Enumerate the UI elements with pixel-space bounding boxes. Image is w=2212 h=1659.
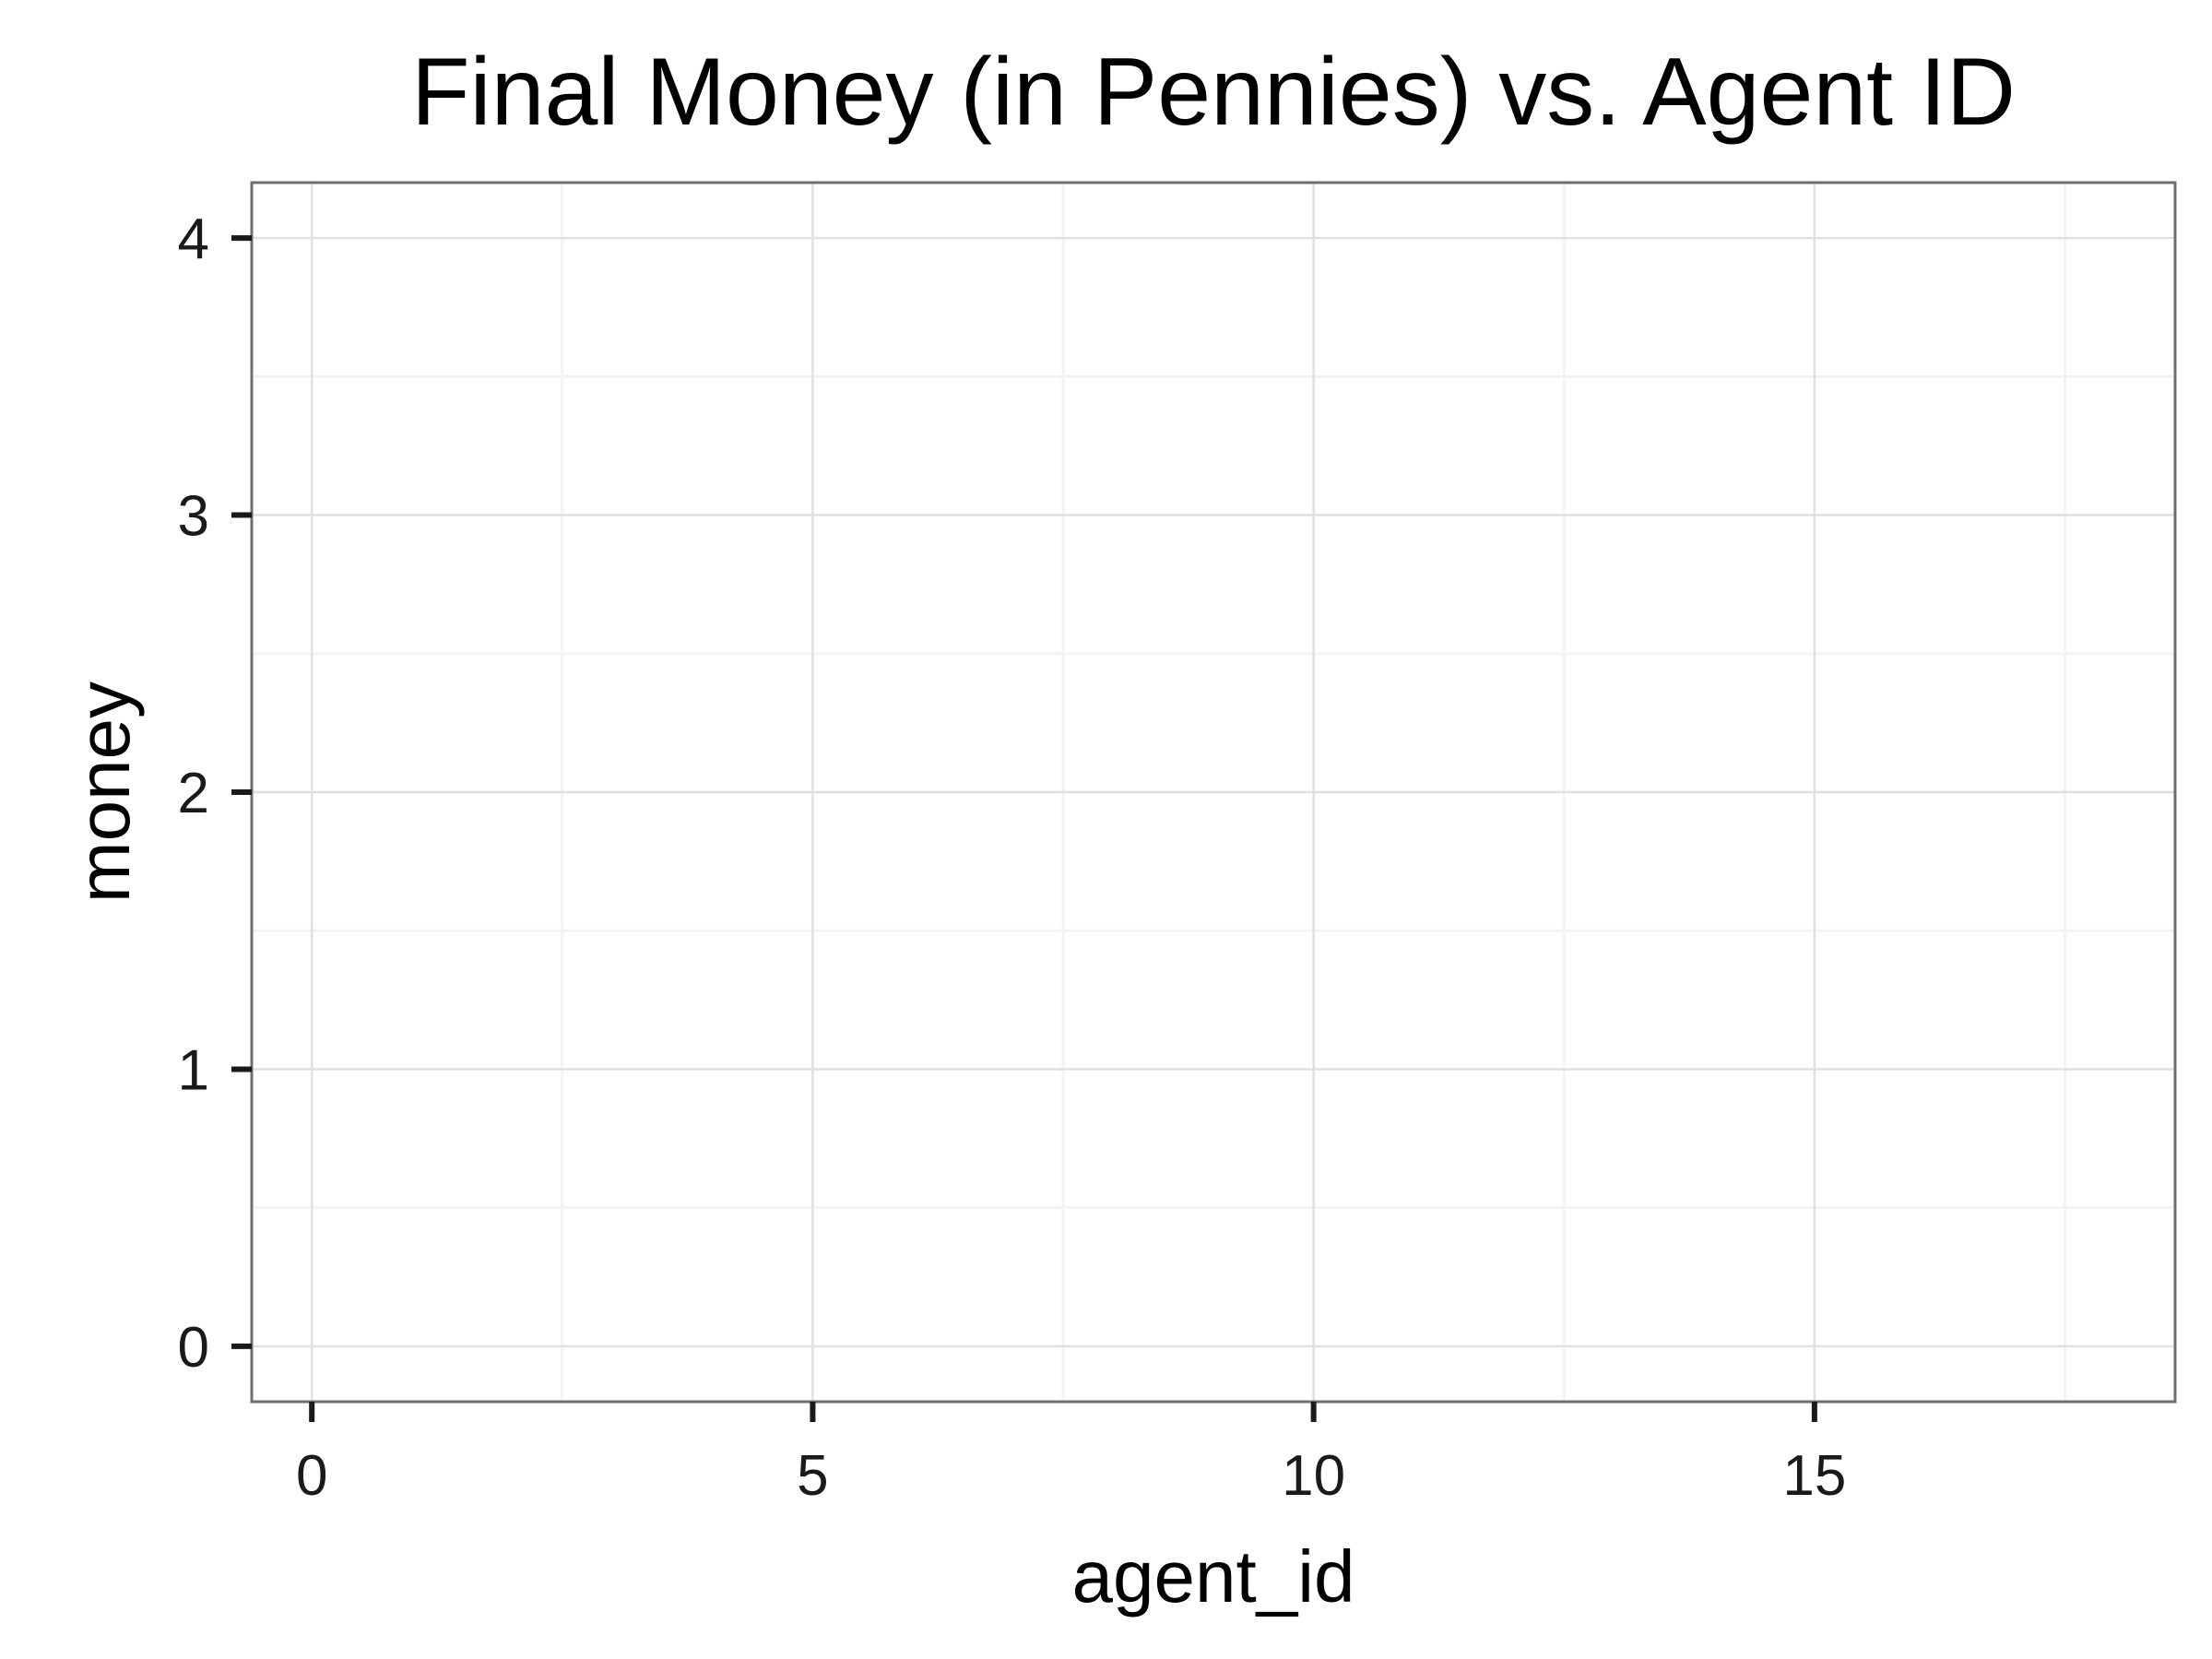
y-tick-label: 2: [178, 762, 209, 825]
y-tick-label: 1: [178, 1038, 209, 1102]
x-tick-label: 0: [296, 1444, 327, 1508]
grid-layer: [252, 183, 2175, 1402]
x-tick-label: 10: [1282, 1444, 1345, 1508]
x-axis: 0 5 10 15: [296, 1402, 1846, 1508]
x-axis-title: agent_id: [1072, 1535, 1355, 1618]
x-tick-label: 15: [1782, 1444, 1846, 1508]
y-axis-title: money: [63, 681, 145, 903]
y-tick-label: 3: [178, 485, 209, 549]
y-tick-label: 0: [178, 1316, 209, 1380]
y-tick-label: 4: [178, 207, 209, 271]
x-tick-label: 5: [797, 1444, 828, 1508]
chart-title: Final Money (in Pennies) vs. Agent ID: [411, 39, 2016, 146]
y-axis: 0 1 2 3 4: [178, 207, 252, 1380]
